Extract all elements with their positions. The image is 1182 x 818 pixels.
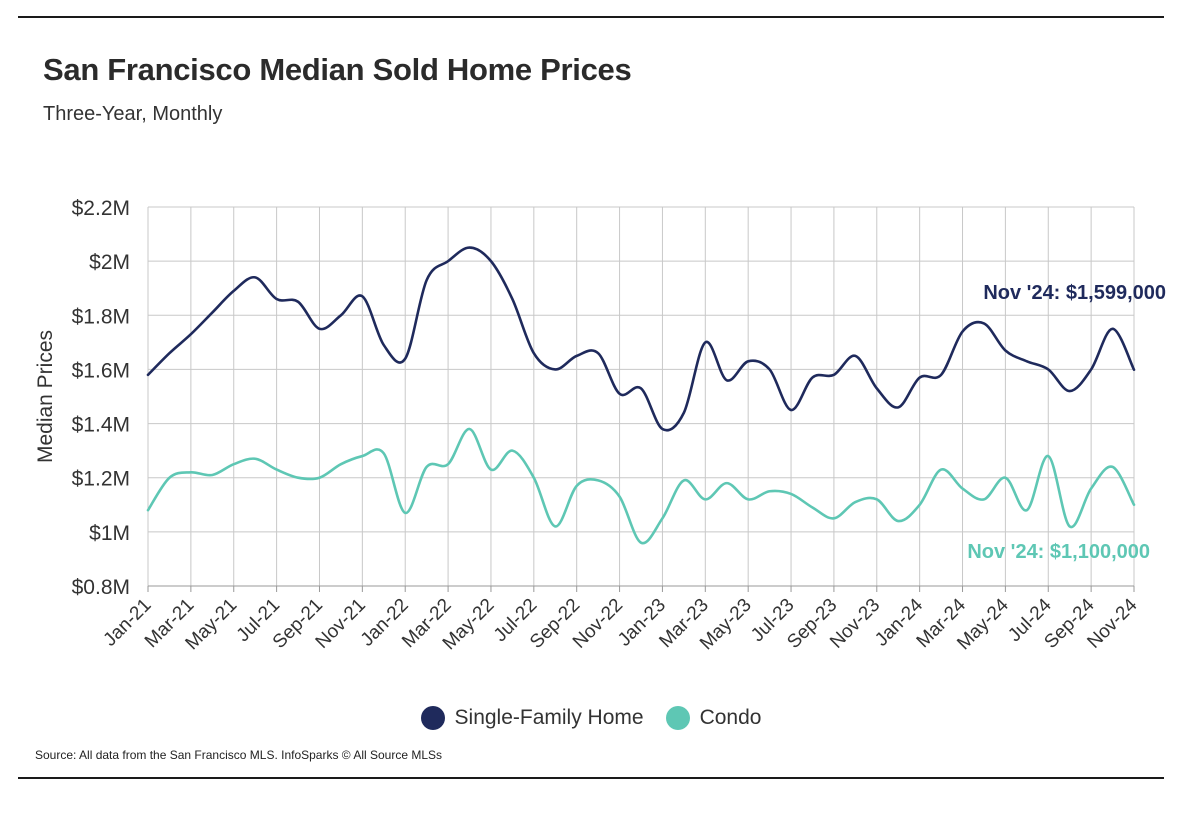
bottom-rule	[18, 777, 1164, 779]
y-axis-title: Median Prices	[34, 330, 57, 463]
legend-sfh-marker	[420, 706, 445, 730]
y-tick-label: $2.2M	[72, 197, 130, 220]
y-tick-label: $1.6M	[72, 359, 130, 382]
y-tick-label: $1M	[89, 522, 130, 545]
top-rule	[18, 16, 1164, 18]
legend-item-condo[interactable]: Condo	[665, 706, 762, 730]
y-tick-label: $2M	[89, 251, 130, 274]
y-tick-label: $1.4M	[72, 414, 130, 437]
chart-subtitle: Three-Year, Monthly	[43, 103, 223, 125]
series-line-condo	[146, 427, 1136, 545]
legend-condo-marker	[665, 706, 690, 730]
annotation-condo-latest: Nov '24: $1,100,000	[967, 541, 1150, 563]
chart-legend: Single-Family Home Condo	[0, 706, 1182, 730]
legend-item-sfh[interactable]: Single-Family Home	[420, 706, 644, 730]
y-tick-label: $1.8M	[72, 305, 130, 328]
legend-condo-label: Condo	[699, 706, 762, 729]
legend-sfh-label: Single-Family Home	[454, 706, 644, 729]
series-line-single-family	[146, 246, 1136, 432]
source-note: Source: All data from the San Francisco …	[35, 748, 443, 762]
y-tick-label: $1.2M	[72, 468, 130, 491]
y-tick-label: $0.8M	[72, 576, 130, 599]
chart-title: San Francisco Median Sold Home Prices	[43, 52, 632, 87]
annotation-sfh-latest: Nov '24: $1,599,000	[983, 282, 1166, 304]
